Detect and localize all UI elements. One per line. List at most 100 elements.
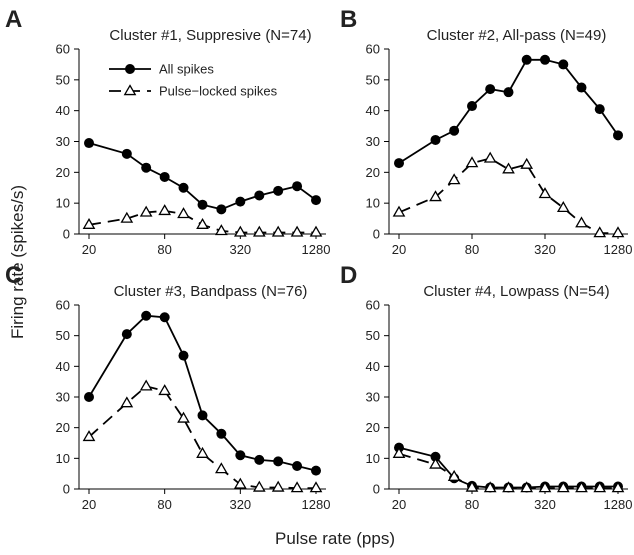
all-spikes-line — [398, 58, 619, 164]
panel-label: C — [5, 262, 22, 289]
panel-label: B — [340, 6, 357, 33]
all-spikes-point — [216, 204, 227, 215]
y-tick-label: 60 — [56, 298, 70, 313]
x-tick-label: 20 — [82, 242, 96, 257]
pulse-locked-point — [233, 477, 247, 489]
all-spikes-point — [485, 84, 496, 95]
panel-title: Cluster #3, Bandpass (N=76) — [114, 283, 308, 300]
y-tick-label: 30 — [56, 134, 70, 149]
pulse-locked-point — [290, 225, 304, 237]
pulse-locked-point — [593, 226, 607, 238]
all-spikes-point — [576, 82, 587, 93]
all-spikes-point — [141, 310, 152, 321]
pulse-locked-point — [502, 481, 515, 493]
pulse-locked-point — [177, 207, 190, 219]
x-tick-label: 1280 — [302, 497, 331, 512]
pulse-locked-point — [139, 205, 153, 217]
y-tick-label: 10 — [56, 196, 70, 211]
all-spikes-point — [141, 162, 152, 173]
all-spikes-point — [197, 410, 208, 421]
pulse-locked-point — [271, 225, 285, 237]
legend-label: Pulse−locked spikes — [159, 84, 278, 99]
pulse-locked-point — [158, 204, 172, 216]
all-spikes-point — [613, 130, 623, 141]
x-axis-label: Pulse rate (pps) — [275, 529, 395, 548]
all-spikes-point — [197, 199, 208, 210]
all-spikes-point — [254, 454, 265, 465]
legend-marker-circle — [125, 64, 135, 74]
panel-d: D Cluster #4, Lowpass (N=54) 0 10 20 30 40 50 60… — [340, 262, 632, 512]
pulse-locked-point — [556, 200, 570, 213]
pulse-locked-point — [252, 480, 266, 492]
x-tick-label: 320 — [229, 497, 251, 512]
y-tick-label: 50 — [56, 328, 70, 343]
pulse-locked-point — [538, 187, 552, 199]
pulse-locked-point — [252, 225, 266, 237]
pulse-locked-point — [215, 462, 228, 474]
pulse-locked-point — [611, 226, 625, 238]
all-spikes-point — [449, 125, 460, 136]
y-tick-label: 50 — [56, 72, 70, 87]
pulse-locked-point — [196, 217, 209, 229]
y-tick-label: 20 — [56, 420, 70, 435]
x-tick-label: 80 — [157, 497, 171, 512]
y-tick-label: 60 — [56, 42, 70, 57]
x-tick-label: 1280 — [604, 242, 633, 257]
all-spikes-point — [159, 312, 170, 323]
pulse-locked-point — [611, 481, 625, 493]
panel-c: C Cluster #3, Bandpass (N=76) 0 10 20 30 40 50 6… — [5, 262, 330, 512]
pulse-locked-point — [575, 216, 588, 228]
y-tick-label: 30 — [366, 390, 380, 405]
all-spikes-point — [121, 148, 132, 159]
panels-group: A Cluster #1, Suppresive (N=74) 0 10 20 30 40 5… — [5, 6, 632, 512]
all-spikes-point — [235, 450, 246, 461]
all-spikes-point — [430, 134, 441, 145]
panel-title: Cluster #1, Suppresive (N=74) — [109, 27, 311, 44]
pulse-locked-point — [120, 211, 134, 223]
pulse-locked-point — [538, 481, 552, 493]
y-tick-label: 50 — [366, 328, 380, 343]
x-tick-label: 320 — [229, 242, 251, 257]
pulse-locked-point — [177, 411, 190, 423]
all-spikes-point — [503, 87, 514, 98]
legend: All spikes Pulse−locked spikes — [109, 62, 278, 99]
all-spikes-point — [159, 171, 170, 182]
panel-label: D — [340, 262, 357, 289]
pulse-locked-point — [215, 224, 228, 236]
all-spikes-point — [311, 465, 321, 476]
pulse-locked-point — [120, 396, 134, 408]
pulse-locked-point — [483, 151, 497, 163]
all-spikes-point — [467, 101, 477, 112]
pulse-locked-point — [82, 430, 96, 442]
pulse-locked-point — [429, 190, 442, 202]
pulse-locked-line — [88, 385, 316, 489]
all-spikes-point — [521, 54, 532, 65]
all-spikes-point — [273, 185, 284, 196]
y-tick-label: 0 — [63, 227, 70, 242]
pulse-locked-point — [82, 217, 96, 229]
y-tick-label: 50 — [366, 72, 380, 87]
panel-title: Cluster #4, Lowpass (N=54) — [423, 283, 609, 300]
pulse-locked-point — [465, 480, 479, 492]
y-tick-label: 0 — [63, 482, 70, 497]
pulse-locked-point — [271, 480, 285, 492]
y-tick-label: 30 — [56, 390, 70, 405]
legend-label: All spikes — [159, 62, 214, 77]
x-tick-label: 1280 — [302, 242, 331, 257]
y-tick-label: 20 — [366, 420, 380, 435]
legend-marker-triangle — [123, 84, 137, 96]
y-tick-label: 0 — [373, 227, 380, 242]
all-spikes-point — [558, 59, 569, 70]
pulse-locked-point — [447, 173, 461, 185]
pulse-locked-point — [309, 481, 323, 493]
panel-b: B Cluster #2, All-pass (N=49) 0 10 20 30 40 50 6… — [340, 6, 632, 257]
pulse-locked-point — [139, 379, 153, 391]
all-spikes-point — [273, 456, 284, 467]
pulse-locked-point — [520, 481, 534, 493]
x-tick-label: 20 — [82, 497, 96, 512]
all-spikes-point — [121, 329, 132, 340]
all-spikes-point — [254, 190, 265, 201]
pulse-locked-point — [575, 481, 588, 493]
y-tick-label: 10 — [56, 451, 70, 466]
x-tick-label: 80 — [465, 497, 479, 512]
